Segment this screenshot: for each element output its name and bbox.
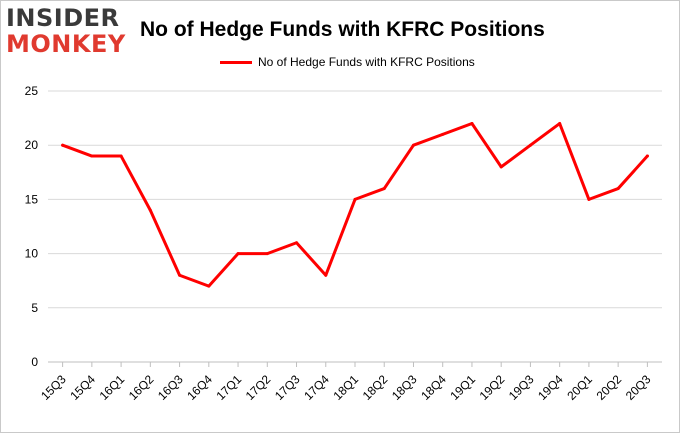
x-tick-label: 17Q4 — [301, 372, 332, 403]
x-tick-label: 19Q4 — [535, 372, 566, 403]
x-tick-label: 20Q1 — [564, 372, 595, 403]
x-tick-label: 16Q1 — [97, 372, 128, 403]
logo-line-1: INSIDER — [6, 4, 120, 32]
chart-title: No of Hedge Funds with KFRC Positions — [140, 18, 545, 41]
y-tick-label: 10 — [25, 247, 39, 261]
x-tick-label: 20Q3 — [623, 372, 654, 403]
data-point — [528, 143, 532, 147]
data-point — [148, 208, 152, 212]
data-point — [382, 187, 386, 191]
x-tick-label: 20Q2 — [594, 372, 625, 403]
x-tick-label: 17Q2 — [243, 372, 274, 403]
data-point — [265, 252, 269, 256]
data-point — [587, 197, 591, 201]
data-point — [236, 252, 240, 256]
x-tick-label: 17Q3 — [272, 372, 303, 403]
x-tick-label: 18Q1 — [330, 372, 361, 403]
x-tick-label: 16Q2 — [126, 372, 157, 403]
data-point — [470, 122, 474, 126]
x-tick-label: 18Q2 — [360, 372, 391, 403]
logo-line-2: MONKEY — [6, 30, 126, 58]
data-point — [499, 165, 503, 169]
chart-legend: No of Hedge Funds with KFRC Positions — [220, 55, 475, 69]
data-point — [90, 154, 94, 158]
x-tick-label: 19Q3 — [506, 372, 537, 403]
x-tick-label: 19Q1 — [447, 372, 478, 403]
y-tick-label: 25 — [25, 84, 39, 98]
x-tick-label: 15Q4 — [67, 372, 98, 403]
legend-label: No of Hedge Funds with KFRC Positions — [258, 55, 475, 69]
data-point — [324, 273, 328, 277]
y-tick-label: 15 — [25, 192, 39, 206]
data-point — [61, 143, 65, 147]
series-line — [61, 122, 649, 288]
x-tick-label: 16Q3 — [155, 372, 186, 403]
data-point — [616, 187, 620, 191]
data-point — [558, 122, 562, 126]
data-point — [295, 241, 299, 245]
data-point — [411, 143, 415, 147]
legend-swatch — [220, 60, 252, 64]
data-point — [119, 154, 123, 158]
x-tick-label: 19Q2 — [477, 372, 508, 403]
x-tick-label: 15Q3 — [38, 372, 69, 403]
data-point — [645, 154, 649, 158]
x-tick-label: 18Q4 — [418, 372, 449, 403]
x-tick-label: 18Q3 — [389, 372, 420, 403]
data-point — [207, 284, 211, 288]
x-tick-label: 17Q1 — [214, 372, 245, 403]
y-tick-label: 20 — [25, 138, 39, 152]
data-point — [441, 132, 445, 136]
y-tick-label: 0 — [31, 355, 38, 369]
data-point — [178, 273, 182, 277]
x-tick-label: 16Q4 — [184, 372, 215, 403]
data-point — [353, 197, 357, 201]
insider-monkey-logo: INSIDER MONKEY — [6, 6, 126, 56]
y-tick-label: 5 — [31, 301, 38, 315]
